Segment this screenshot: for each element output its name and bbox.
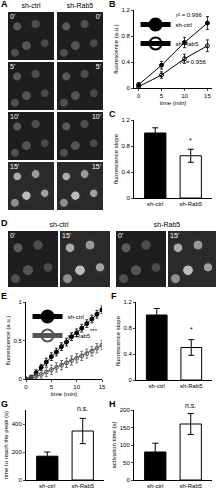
- html-text:0': 0': [95, 13, 101, 20]
- svg-text:time (min): time (min): [51, 391, 78, 397]
- html-text:15': 15': [62, 232, 72, 239]
- html-text:0': 0': [10, 13, 16, 20]
- svg-text:r² = 0.966: r² = 0.966: [176, 12, 203, 18]
- svg-text:fluorescence slope: fluorescence slope: [115, 315, 121, 366]
- svg-text:1: 1: [18, 299, 22, 305]
- html-text:sh-Rab5: sh-Rab5: [66, 2, 94, 9]
- svg-text:sh-Rab5: sh-Rab5: [71, 483, 94, 489]
- html-text:sh-ctrl: sh-ctrl: [21, 2, 41, 9]
- svg-text:sh-Rab5: sh-Rab5: [176, 41, 199, 47]
- html-text:B: B: [109, 0, 116, 9]
- svg-text:0: 0: [137, 93, 141, 99]
- svg-text:time to reach the peak (s): time to reach the peak (s): [3, 411, 9, 479]
- html-text:G: G: [1, 399, 8, 409]
- html-text:15': 15': [170, 232, 180, 239]
- svg-text:15: 15: [99, 384, 106, 390]
- html-text:5': 5': [10, 63, 16, 70]
- svg-text:time (min): time (min): [160, 100, 187, 106]
- svg-text:*: *: [190, 326, 193, 333]
- svg-text:1.2: 1.2: [121, 117, 130, 123]
- html-text:15': 15': [91, 163, 101, 170]
- html-text:F: F: [111, 291, 117, 301]
- svg-text:n.s.: n.s.: [185, 402, 196, 409]
- html-text:10': 10': [10, 113, 20, 120]
- svg-text:0.8: 0.8: [121, 143, 130, 149]
- html-text:A: A: [1, 0, 8, 9]
- svg-text:10: 10: [73, 384, 80, 390]
- svg-text:sh-Rab5: sh-Rab5: [179, 201, 202, 207]
- html-text:C: C: [109, 109, 116, 119]
- svg-text:150: 150: [120, 425, 131, 431]
- html-text:sh-ctrl: sh-ctrl: [49, 221, 69, 228]
- svg-text:*: *: [189, 137, 192, 144]
- svg-text:400: 400: [12, 421, 23, 427]
- svg-text:activation time (s): activation time (s): [111, 421, 117, 468]
- svg-text:0: 0: [24, 384, 28, 390]
- html-text:10': 10': [91, 113, 101, 120]
- svg-text:0.8: 0.8: [123, 325, 132, 331]
- svg-text:200: 200: [12, 449, 23, 455]
- svg-text:sh-Rab5: sh-Rab5: [179, 483, 202, 489]
- svg-text:0.4: 0.4: [121, 59, 130, 65]
- svg-text:sh-ctrl: sh-ctrl: [147, 483, 163, 489]
- svg-text:0.4: 0.4: [121, 169, 130, 175]
- svg-text:r² = 0.956: r² = 0.956: [180, 59, 207, 65]
- svg-text:fluorescence slope: fluorescence slope: [113, 133, 119, 184]
- svg-text:1.2: 1.2: [121, 7, 130, 13]
- html-text:D: D: [1, 218, 8, 228]
- html-text:H: H: [109, 399, 116, 409]
- html-text:15': 15': [10, 163, 20, 170]
- svg-text:0: 0: [126, 195, 130, 201]
- svg-text:15: 15: [204, 93, 211, 99]
- svg-text:0: 0: [126, 477, 130, 483]
- svg-text:sh-ctrl: sh-ctrl: [39, 483, 55, 489]
- svg-text:sh-Rab5: sh-Rab5: [180, 383, 203, 389]
- svg-text:sh-Rab5: sh-Rab5: [68, 333, 91, 339]
- html-text:sh-Rab5: sh-Rab5: [153, 221, 181, 228]
- svg-text:***: ***: [90, 328, 98, 334]
- svg-text:0: 0: [128, 377, 132, 383]
- svg-text:fluorescence (a.u.): fluorescence (a.u.): [113, 24, 119, 74]
- html-text:E: E: [1, 291, 7, 301]
- svg-text:10: 10: [181, 93, 188, 99]
- svg-text:1.2: 1.2: [123, 299, 132, 305]
- svg-text:5: 5: [160, 93, 164, 99]
- svg-text:sh-ctrl: sh-ctrl: [68, 314, 84, 320]
- html-text:0': 0': [118, 232, 124, 239]
- svg-text:sh-ctrl: sh-ctrl: [176, 22, 192, 28]
- svg-text:0.4: 0.4: [123, 351, 132, 357]
- svg-text:sh-ctrl: sh-ctrl: [149, 383, 165, 389]
- svg-text:200: 200: [120, 407, 131, 413]
- svg-text:100: 100: [120, 442, 131, 448]
- svg-text:5: 5: [50, 384, 54, 390]
- svg-text:fluorescence (a.u.): fluorescence (a.u.): [5, 316, 11, 366]
- svg-text:50: 50: [123, 460, 130, 466]
- svg-text:0.8: 0.8: [121, 33, 130, 39]
- html-text:0': 0': [10, 232, 16, 239]
- svg-text:sh-ctrl: sh-ctrl: [147, 201, 163, 207]
- svg-text:0: 0: [18, 376, 22, 382]
- html-text:5': 5': [95, 63, 101, 70]
- svg-text:0.5: 0.5: [13, 338, 22, 344]
- svg-text:n.s.: n.s.: [77, 405, 88, 412]
- svg-text:0: 0: [126, 85, 130, 91]
- svg-text:0: 0: [18, 477, 22, 483]
